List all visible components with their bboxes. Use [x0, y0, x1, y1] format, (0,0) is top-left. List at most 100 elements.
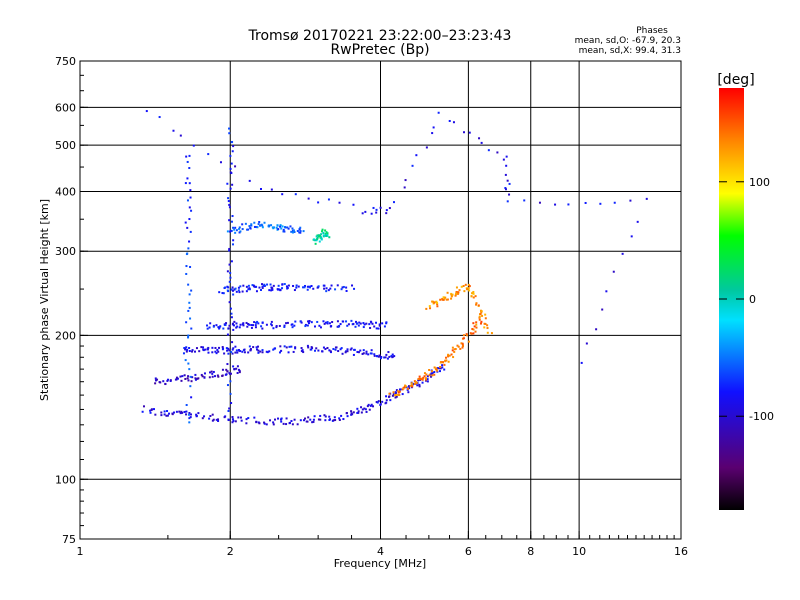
data-point [312, 287, 315, 290]
data-point [363, 407, 366, 410]
data-point [378, 354, 381, 357]
data-point [247, 288, 250, 291]
data-points [141, 110, 648, 426]
data-point [352, 322, 355, 325]
data-point [185, 155, 188, 158]
data-point [302, 230, 305, 233]
data-point [285, 322, 288, 325]
data-point [285, 346, 288, 349]
data-point [407, 391, 410, 394]
data-point [599, 202, 602, 205]
data-point [328, 236, 331, 239]
data-point [272, 423, 275, 426]
data-point [210, 370, 213, 373]
data-point [265, 423, 268, 426]
data-point [441, 364, 444, 367]
data-point [375, 401, 378, 404]
data-point [255, 420, 258, 423]
data-point [235, 229, 238, 232]
data-point [319, 234, 322, 237]
data-point [168, 412, 171, 415]
data-point [300, 347, 303, 350]
data-point [217, 375, 220, 378]
data-point [211, 375, 214, 378]
data-point [585, 342, 588, 345]
data-point [228, 407, 231, 410]
data-point [443, 363, 446, 366]
data-point [231, 286, 234, 289]
data-point [263, 422, 266, 425]
data-point [274, 418, 277, 421]
data-point [257, 349, 260, 352]
data-point [279, 345, 282, 348]
data-point [224, 286, 227, 289]
data-point [181, 375, 184, 378]
data-point [344, 351, 347, 354]
data-point [383, 356, 386, 359]
data-point [190, 327, 193, 330]
data-point [340, 347, 343, 350]
data-point [226, 370, 229, 373]
data-point [442, 298, 445, 301]
data-point [431, 372, 434, 375]
data-point [179, 412, 182, 415]
data-point [263, 283, 266, 286]
data-point [158, 116, 161, 119]
data-point [294, 347, 297, 350]
data-point [270, 289, 273, 292]
data-point [244, 222, 247, 225]
data-point [320, 238, 323, 241]
data-point [356, 322, 359, 325]
data-point [302, 351, 305, 354]
data-point [187, 283, 190, 286]
data-point [257, 345, 260, 348]
data-point [211, 413, 214, 416]
data-point [191, 349, 194, 352]
data-point [346, 324, 349, 327]
data-point [601, 308, 604, 311]
data-point [460, 342, 463, 345]
x-tick-label: 4 [377, 545, 384, 558]
data-point [363, 323, 366, 326]
data-point [191, 350, 194, 353]
data-point [188, 350, 191, 353]
data-point [401, 393, 404, 396]
data-point [253, 321, 256, 324]
data-point [458, 289, 461, 292]
data-point [312, 420, 315, 423]
data-point [342, 418, 345, 421]
data-point [254, 324, 257, 327]
data-point [273, 226, 276, 229]
data-point [317, 285, 320, 288]
data-point [372, 405, 375, 408]
data-point [395, 393, 398, 396]
data-point [380, 355, 383, 358]
data-point [373, 353, 376, 356]
data-point [394, 394, 397, 397]
data-point [141, 410, 144, 413]
data-point [389, 399, 392, 402]
x-tick-label: 2 [227, 545, 234, 558]
data-point [241, 228, 244, 231]
data-point [486, 327, 489, 330]
data-point [160, 411, 163, 414]
data-point [229, 171, 232, 174]
data-point [163, 413, 166, 416]
data-point [255, 346, 258, 349]
data-point [226, 349, 229, 352]
data-point [445, 359, 448, 362]
data-point [350, 347, 353, 350]
data-point [192, 144, 195, 147]
data-point [228, 324, 231, 327]
data-point [328, 418, 331, 421]
data-point [218, 291, 221, 294]
data-point [256, 226, 259, 229]
data-point [336, 284, 339, 287]
data-point [203, 372, 206, 375]
data-point [261, 351, 264, 354]
data-point [435, 367, 438, 370]
data-point [238, 231, 241, 234]
colorbar-ticks: 100 0 -100 [719, 176, 774, 423]
data-point [295, 286, 298, 289]
data-point [228, 219, 231, 222]
